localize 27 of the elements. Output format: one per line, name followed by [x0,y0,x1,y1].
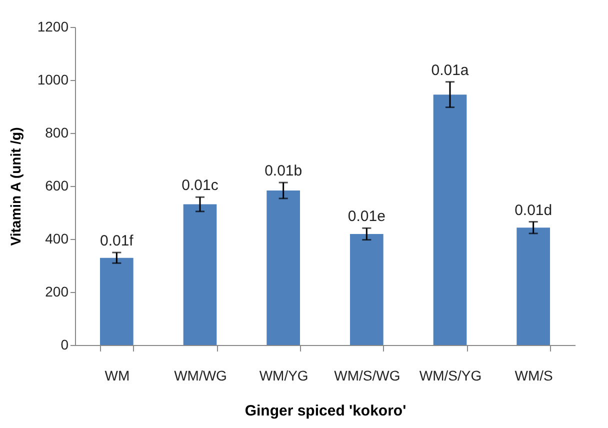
bar [350,234,384,345]
y-tick-label: 800 [45,124,69,140]
annotation: 0.01d [514,202,552,219]
x-tick-label: WM/S/WG [334,368,400,384]
x-tick-label: WM/YG [259,368,308,384]
bar [433,94,467,345]
bar [100,258,134,345]
y-tick-label: 1000 [37,72,69,88]
y-tick-label: 1200 [37,18,69,34]
x-tick-label: WM/WG [174,368,227,384]
y-tick-label: 600 [45,178,69,194]
x-tick-label: WM/S [514,368,553,384]
x-tick-label: WM [104,368,130,384]
y-tick-label: 400 [45,230,69,246]
annotation: 0.01b [264,162,302,180]
y-axis-title: Vitamin A (unit /g) [7,127,24,246]
annotation: 0.01f [100,232,134,250]
x-tick-label: WM/S/YG [419,368,482,384]
annotation: 0.01e [348,208,386,226]
y-tick-label: 0 [60,336,69,352]
bar [266,190,300,345]
annotation: 0.01c [182,177,219,194]
bar [516,228,550,345]
x-axis-title: Ginger spiced 'kokoro' [244,402,406,420]
y-tick-label: 200 [45,284,69,300]
bar [183,204,217,345]
annotation: 0.01a [431,62,470,79]
